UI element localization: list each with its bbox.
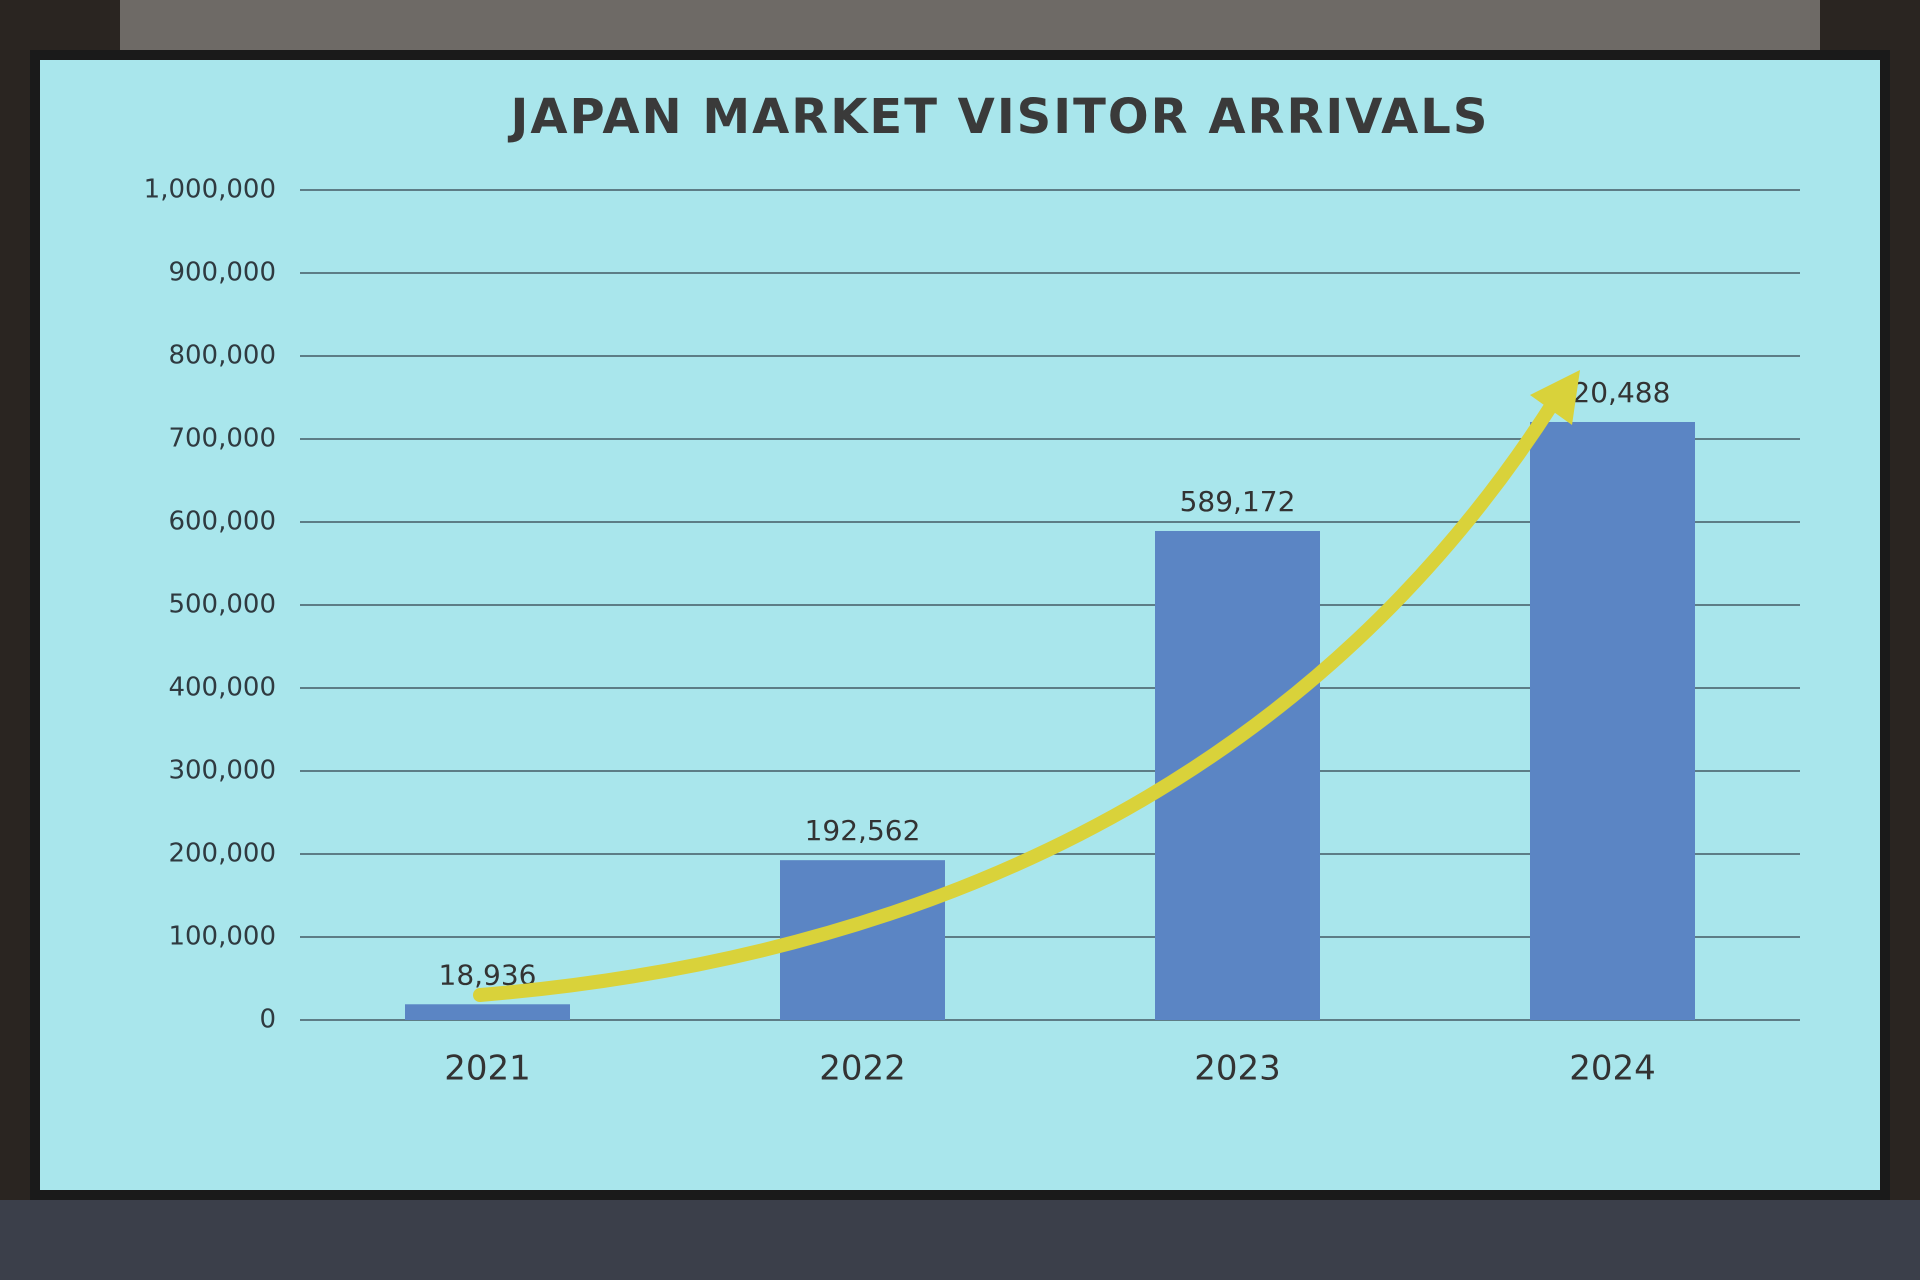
banners — [0, 1200, 1920, 1280]
arrow-shaft — [473, 393, 1562, 1002]
value-label: 192,562 — [805, 814, 921, 847]
bar — [1530, 421, 1695, 1020]
y-tick-label: 700,000 — [168, 424, 276, 454]
x-tick-label: 2022 — [819, 1049, 906, 1089]
y-tick-label: 800,000 — [168, 341, 276, 371]
y-tick-label: 0 — [259, 1005, 276, 1035]
y-tick-label: 500,000 — [168, 590, 276, 620]
y-tick-label: 300,000 — [168, 756, 276, 786]
x-tick-label: 2021 — [444, 1049, 531, 1089]
y-tick-label: 400,000 — [168, 673, 276, 703]
x-tick-label: 2024 — [1569, 1049, 1656, 1089]
y-tick-label: 900,000 — [168, 258, 276, 288]
y-tick-label: 600,000 — [168, 507, 276, 537]
arrow-head — [1530, 370, 1580, 425]
trend-arrow — [473, 370, 1580, 1002]
chart-title: JAPAN MARKET VISITOR ARRIVALS — [508, 89, 1490, 145]
x-tick-label: 2023 — [1194, 1049, 1281, 1089]
bar — [405, 1004, 570, 1020]
value-label: 589,172 — [1180, 485, 1296, 518]
y-tick-label: 200,000 — [168, 839, 276, 869]
plot-area: 0 100,000 200,000 300,000 400,000 500,000 600,… — [144, 175, 1800, 1089]
y-tick-label: 1,000,000 — [144, 175, 276, 205]
y-tick-label: 100,000 — [168, 922, 276, 952]
